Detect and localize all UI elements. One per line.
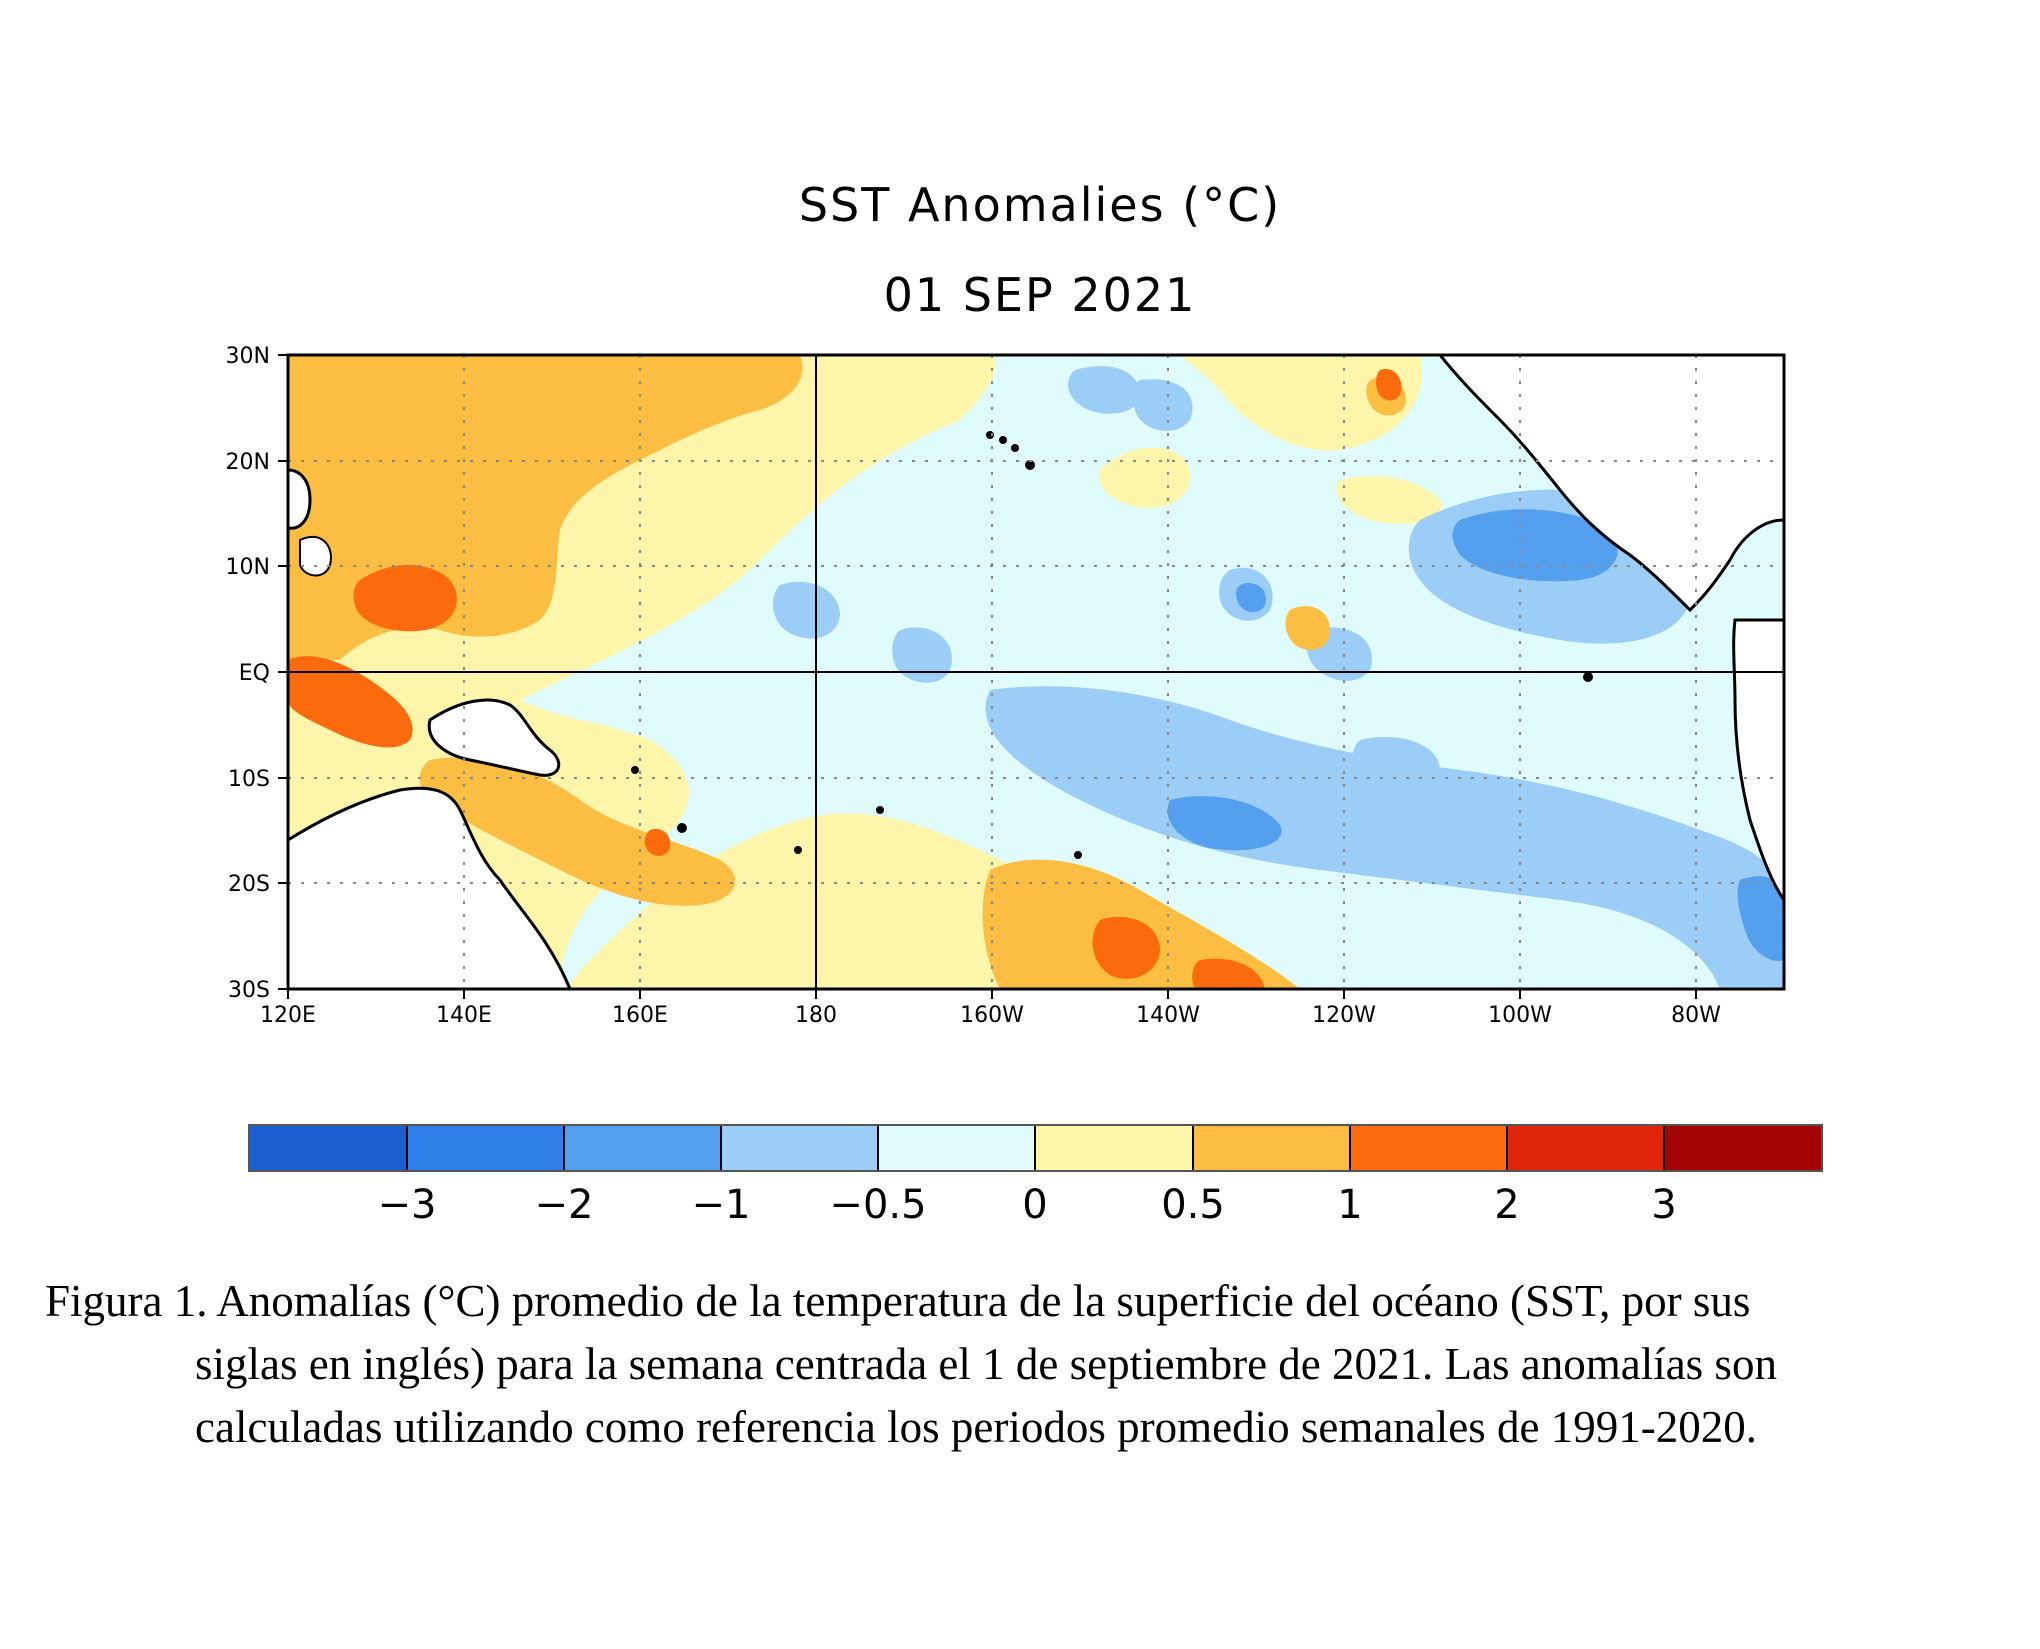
colorbar-label-2: −1 bbox=[692, 1182, 751, 1228]
lat-label-20s: 20S bbox=[228, 872, 270, 897]
colorbar-label-7: 2 bbox=[1494, 1182, 1519, 1228]
lon-label-120w: 120W bbox=[1312, 1003, 1376, 1028]
colorbar-swatch-2 bbox=[564, 1125, 721, 1171]
lat-label-eq: EQ bbox=[239, 661, 270, 686]
lon-label-120e: 120E bbox=[260, 1003, 316, 1028]
lat-label-30s: 30S bbox=[228, 978, 270, 1003]
lon-axis: 120E 140E 160E 180 160W 140W 120W 100W 8… bbox=[260, 989, 1721, 1028]
caption-line-1: Figura 1. Anomalías (°C) promedio de la … bbox=[45, 1276, 1751, 1326]
colorbar-label-3: −0.5 bbox=[829, 1182, 926, 1228]
lat-label-10n: 10N bbox=[226, 555, 270, 580]
colorbar-label-8: 3 bbox=[1651, 1182, 1676, 1228]
caption-line-2: siglas en inglés) para la semana centrad… bbox=[195, 1339, 1777, 1389]
lon-label-80w: 80W bbox=[1671, 1003, 1721, 1028]
colorbar-label-0: −3 bbox=[378, 1182, 437, 1228]
colorbar-swatch-7 bbox=[1350, 1125, 1507, 1171]
colorbar-swatch-0 bbox=[249, 1125, 407, 1171]
lon-label-160e: 160E bbox=[612, 1003, 668, 1028]
warm-baja bbox=[1180, 355, 1422, 451]
lon-label-140w: 140W bbox=[1136, 1003, 1200, 1028]
colorbar-swatch-1 bbox=[407, 1125, 564, 1171]
colorbar-label-5: 0.5 bbox=[1161, 1182, 1225, 1228]
lat-label-10s: 10S bbox=[228, 767, 270, 792]
colorbar: −3 −2 −1 −0.5 0 0.5 1 2 3 bbox=[248, 1124, 1823, 1228]
colorbar-swatch-3 bbox=[721, 1125, 878, 1171]
reference-lines bbox=[288, 355, 1784, 989]
islands bbox=[631, 431, 1593, 859]
colorbar-swatch-4 bbox=[878, 1125, 1035, 1171]
lat-label-30n: 30N bbox=[226, 344, 270, 369]
land bbox=[288, 355, 1784, 989]
cold-core bbox=[1452, 509, 1618, 582]
hot-core bbox=[353, 565, 457, 632]
map-date: 01 SEP 2021 bbox=[883, 268, 1197, 322]
colorbar-label-4: 0 bbox=[1022, 1182, 1047, 1228]
lon-label-140e: 140E bbox=[436, 1003, 492, 1028]
map-title: SST Anomalies (°C) bbox=[798, 178, 1282, 232]
lon-label-160w: 160W bbox=[960, 1003, 1024, 1028]
caption-line-3: calculadas utilizando como referencia lo… bbox=[195, 1402, 1757, 1452]
colorbar-swatch-8 bbox=[1507, 1125, 1664, 1171]
colorbar-frame bbox=[248, 1124, 1823, 1172]
lat-label-20n: 20N bbox=[226, 450, 270, 475]
figure-caption: Figura 1. Anomalías (°C) promedio de la … bbox=[45, 1270, 2015, 1459]
lat-axis: 30N 20N 10N EQ 10S 20S 30S bbox=[226, 344, 288, 1003]
gridlines bbox=[288, 355, 1784, 989]
colorbar-swatch-9 bbox=[1664, 1125, 1822, 1171]
lon-label-180: 180 bbox=[795, 1003, 837, 1028]
colorbar-label-1: −2 bbox=[535, 1182, 594, 1228]
colorbar-swatch-5 bbox=[1035, 1125, 1193, 1171]
colorbar-swatch-6 bbox=[1193, 1125, 1350, 1171]
lon-label-100w: 100W bbox=[1488, 1003, 1552, 1028]
colorbar-label-6: 1 bbox=[1337, 1182, 1362, 1228]
